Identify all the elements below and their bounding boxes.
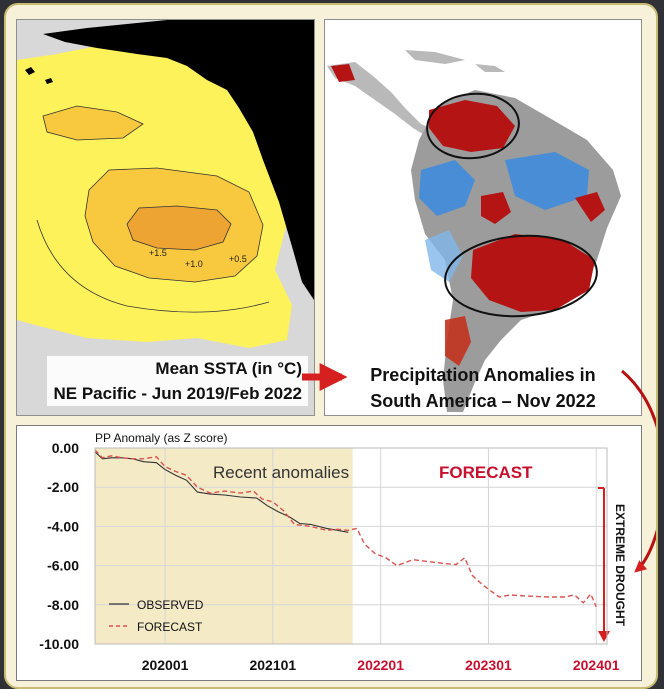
x-tick-label: 202301 (465, 657, 512, 673)
caribbean-islands (405, 50, 505, 72)
chart-title: PP Anomaly (as Z score) (95, 431, 228, 445)
precip-caption: Precipitation Anomalies in South America… (325, 362, 641, 414)
extreme-drought-label: EXTREME DROUGHT (613, 504, 627, 627)
wet-anomaly-patch (425, 230, 463, 282)
y-tick-label: -6.00 (47, 558, 79, 574)
pp-anomaly-chart-panel: PP Anomaly (as Z score) 0.00 -2.00 -4.00 -6.… (16, 425, 642, 681)
precip-caption-line2: South America – Nov 2022 (370, 391, 596, 411)
ssta-anomaly-inner (126, 205, 232, 251)
observed-series-line (94, 451, 349, 533)
highlight-ellipse-south (444, 234, 598, 318)
ssta-caption-line2: NE Pacific - Jun 2019/Feb 2022 (53, 384, 302, 403)
forecast-label: FORECAST (439, 463, 533, 482)
wet-anomaly-patch (419, 160, 475, 216)
x-tick-label: 202001 (142, 657, 189, 673)
forecast-series-line (94, 449, 597, 608)
contour-label-1-5: +1.5 (149, 248, 167, 258)
precip-caption-line1: Precipitation Anomalies in (370, 365, 596, 385)
ssta-caption-line1: Mean SSTA (in °C) (155, 359, 302, 378)
y-tick-label: -4.00 (47, 518, 79, 534)
contour-label-0-5: +0.5 (229, 254, 247, 264)
legend-label-observed: OBSERVED (137, 598, 204, 612)
ssta-caption: Mean SSTA (in °C) NE Pacific - Jun 2019/… (47, 356, 308, 406)
dry-anomaly-patch (331, 64, 355, 82)
y-tick-label: 0.00 (52, 440, 79, 456)
x-tick-label: 202101 (249, 657, 296, 673)
chart-legend: OBSERVED FORECAST (109, 598, 204, 634)
precip-map (327, 50, 621, 412)
contour-label-1-0: +1.0 (185, 259, 203, 269)
recent-anomalies-label: Recent anomalies (213, 463, 349, 482)
recent-anomalies-region (95, 448, 353, 644)
dry-anomaly-patch (481, 192, 511, 224)
wet-anomaly-patch (505, 152, 589, 210)
dry-anomaly-patch (471, 234, 595, 312)
pp-anomaly-chart: PP Anomaly (as Z score) 0.00 -2.00 -4.00 -6.… (39, 431, 627, 673)
x-tick-label: 202401 (573, 657, 620, 673)
plot-area-border (94, 447, 608, 645)
precip-map-panel: Precipitation Anomalies in South America… (324, 19, 642, 416)
y-tick-label: -2.00 (47, 479, 79, 495)
island-chain (25, 67, 53, 84)
dry-anomaly-patch (575, 192, 605, 222)
land-mass (43, 20, 314, 300)
figure-frame: +1.5 +1.0 +0.5 Mean SSTA (in °C) NE Paci… (4, 3, 658, 689)
ssta-map-panel: +1.5 +1.0 +0.5 Mean SSTA (in °C) NE Paci… (16, 19, 315, 416)
x-tick-label: 202201 (357, 657, 404, 673)
drought-arrow-head (598, 631, 610, 642)
legend-label-forecast: FORECAST (137, 620, 203, 634)
ssta-map: +1.5 +1.0 +0.5 (17, 20, 314, 348)
dry-anomaly-patch (445, 316, 471, 366)
y-tick-label: -8.00 (47, 597, 79, 613)
y-tick-label: -10.00 (39, 636, 79, 652)
dry-anomaly-patch (429, 100, 515, 152)
highlight-ellipse-north (426, 92, 520, 160)
central-america-landmass (327, 62, 435, 138)
ssta-contour-line (36, 219, 270, 313)
ssta-contour-north (42, 105, 144, 141)
